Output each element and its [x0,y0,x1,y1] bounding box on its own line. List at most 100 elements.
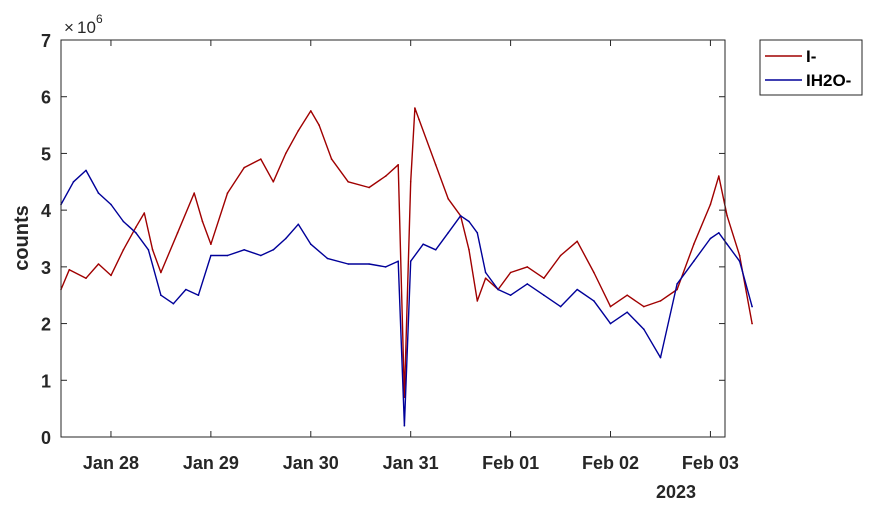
y-tick-label: 6 [41,88,51,108]
series-line-ih2o [60,169,753,427]
data-point [147,249,150,251]
y-axis: 0 1 2 3 4 5 6 7 [41,31,725,448]
data-point [526,266,529,268]
data-point [318,124,320,126]
data-point [243,166,245,169]
data-point [751,322,753,325]
y-exponent-power: 6 [96,12,103,26]
data-point [659,300,662,302]
data-point [193,192,195,194]
data-point [347,263,350,265]
data-point [593,300,595,302]
y-tick-label: 7 [41,31,51,51]
data-point [576,240,578,243]
data-point [176,232,179,234]
data-point [110,274,112,277]
data-point [260,158,262,160]
data-point [122,249,125,251]
y-tick-label: 0 [41,428,51,448]
legend[interactable]: I- IH2O- [759,39,863,96]
data-point [272,249,275,251]
data-point [330,158,333,160]
data-point [285,237,287,240]
data-point [718,175,720,177]
data-point [97,192,100,194]
data-point [135,232,137,234]
data-point [738,254,741,257]
data-point [143,212,146,214]
data-point [368,186,370,189]
data-point [447,232,450,234]
data-point [626,311,628,314]
data-point [151,249,154,251]
data-point [72,181,75,183]
data-point [226,192,229,194]
data-point [709,203,712,206]
data-point [559,305,562,308]
x-axis: Jan 28 Jan 29 Jan 30 Jan 31 Feb 01 Feb 02 Feb … [83,40,739,473]
data-point [310,243,312,245]
data-point [403,424,406,427]
data-point [509,271,512,274]
data-point [509,294,512,297]
data-point [676,288,678,291]
data-point [160,294,162,297]
data-point [497,288,499,291]
data-point [476,300,479,302]
data-point [751,305,753,308]
data-point [643,328,645,331]
x-axis-year-label: 2023 [656,482,696,502]
y-tick-label: 4 [41,201,51,221]
x-tick-label: Feb 01 [482,453,539,473]
data-point [85,277,87,280]
x-tick-label: Jan 30 [283,453,339,473]
data-point [693,243,695,245]
data-point [559,254,562,257]
data-point [68,268,71,271]
y-exponent-prefix: × [64,18,74,37]
data-point [738,260,741,263]
data-point [197,294,200,297]
data-point [593,271,595,274]
data-point [297,129,300,132]
data-point [609,305,612,308]
data-point [468,220,470,223]
legend-label-ih2o: IH2O- [806,71,851,90]
data-point [726,215,728,217]
data-point [226,254,229,257]
plot-background [61,40,725,437]
data-point [676,283,678,285]
data-point [543,294,545,297]
data-point [459,215,462,217]
y-axis-label: counts [11,205,33,271]
data-point [447,198,450,200]
data-point [185,288,187,291]
data-point [122,220,125,223]
x-tick-label: Jan 31 [383,453,439,473]
data-point [326,257,329,260]
data-point [659,356,662,359]
data-point [434,164,437,166]
y-tick-label: 3 [41,258,51,278]
x-tick-label: Feb 02 [582,453,639,473]
data-point [397,164,400,166]
data-point [543,277,545,280]
data-point [172,302,175,305]
data-point [285,152,287,155]
series-layer [60,107,753,427]
data-point [135,226,137,228]
data-point [526,283,529,285]
data-point [160,271,162,274]
y-tick-label: 5 [41,144,51,164]
legend-box [759,39,863,96]
legend-label-i: I- [806,47,816,66]
data-point [709,237,712,240]
data-point [726,243,728,245]
data-point [272,181,275,183]
data-point [409,260,412,263]
data-point [422,243,425,245]
data-point [97,263,100,265]
data-point [310,110,312,112]
data-point [384,266,387,268]
